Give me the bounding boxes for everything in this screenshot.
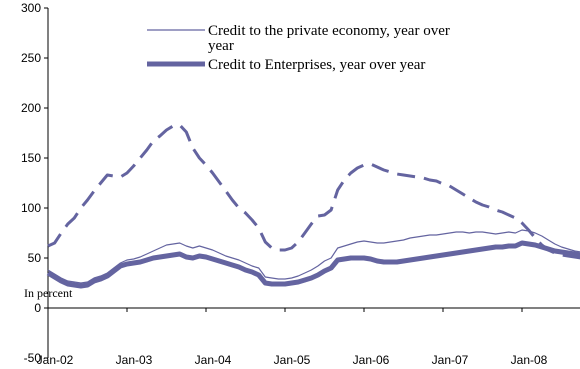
- series-line-private-economy: [47, 229, 580, 284]
- x-tick-label: Jan-03: [116, 353, 153, 367]
- y-tick-label: 200: [21, 101, 41, 115]
- legend-label-private-economy: Credit to the private economy, year over…: [208, 23, 454, 54]
- x-tick-label: Jan-02: [37, 353, 74, 367]
- x-axis: Jan-02 Jan-03 Jan-04 Jan-05 Jan-06 Jan-07 Jan-…: [37, 307, 580, 367]
- y-tick-label: -50: [24, 351, 42, 365]
- x-tick-label: Jan-06: [353, 353, 390, 367]
- y-axis: -50 0 50 100 150 200 250 300: [21, 1, 49, 365]
- y-tick-label: 150: [21, 151, 41, 165]
- y-ticks: -50 0 50 100 150 200 250 300: [21, 1, 48, 365]
- y-tick-label: 50: [28, 251, 42, 265]
- y-tick-label: 300: [21, 1, 41, 15]
- x-ticks: Jan-02 Jan-03 Jan-04 Jan-05 Jan-06 Jan-07 Jan-…: [37, 308, 548, 367]
- legend: Credit to the private economy, year over…: [147, 23, 454, 73]
- series-layer: [46, 123, 580, 289]
- legend-label-enterprises: Credit to Enterprises, year over year: [208, 57, 425, 73]
- x-tick-label: Jan-04: [195, 353, 232, 367]
- legend-label-line-1: Credit to the private economy, year over: [208, 23, 450, 39]
- y-tick-label: 0: [34, 301, 41, 315]
- x-tick-label: Jan-05: [274, 353, 311, 367]
- y-tick-label: 100: [21, 201, 41, 215]
- series-line-dashed: [47, 123, 580, 260]
- x-tick-label: Jan-08: [511, 353, 548, 367]
- unit-annotation: In percent: [24, 286, 73, 300]
- x-tick-label: Jan-07: [432, 353, 469, 367]
- legend-label-line-2: year: [208, 38, 234, 54]
- y-tick-label: 250: [21, 51, 41, 65]
- series-line-enterprises: [46, 240, 580, 289]
